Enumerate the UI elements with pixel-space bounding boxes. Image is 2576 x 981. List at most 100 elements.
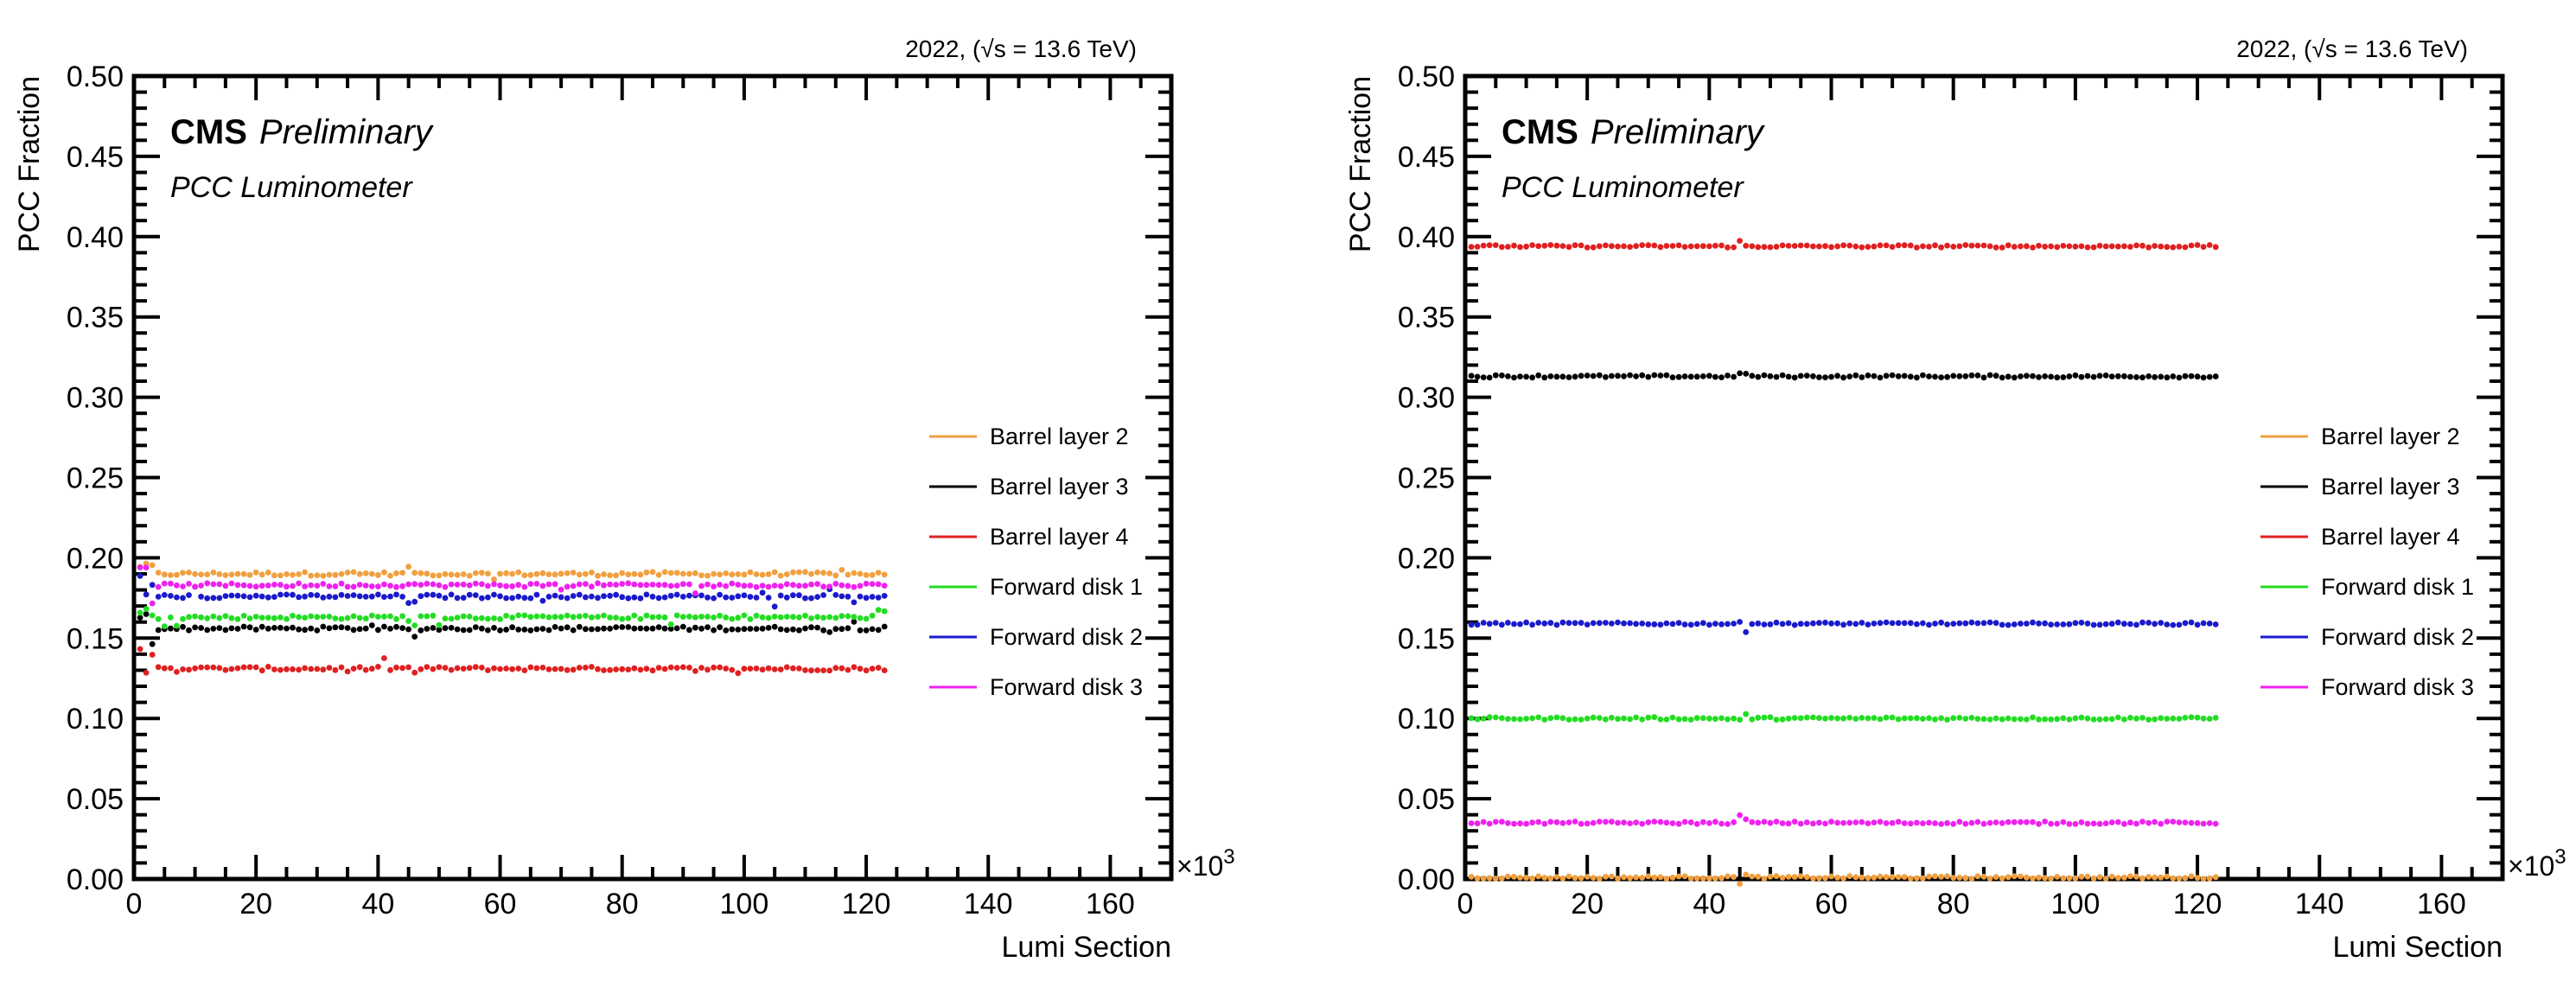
data-point <box>485 615 491 622</box>
data-point <box>881 623 888 630</box>
data-point <box>1920 875 1926 882</box>
data-point <box>234 592 241 599</box>
data-point <box>832 572 839 579</box>
data-point <box>320 595 327 601</box>
data-point <box>832 581 839 587</box>
data-point <box>649 582 656 588</box>
data-point <box>2072 875 2079 882</box>
data-point <box>857 583 864 589</box>
data-point <box>759 625 766 632</box>
data-point <box>448 666 455 673</box>
data-point <box>228 615 235 621</box>
data-point <box>1693 875 1700 882</box>
data-point <box>271 615 277 621</box>
data-point <box>1687 876 1694 882</box>
data-point <box>332 571 339 578</box>
data-point <box>2096 874 2103 881</box>
data-point <box>2096 373 2103 379</box>
data-point <box>1535 372 1542 379</box>
x-tick-label: 120 <box>842 888 891 920</box>
data-point <box>741 612 748 619</box>
data-point <box>771 666 778 672</box>
data-point <box>1986 876 1993 882</box>
data-point <box>1681 819 1688 825</box>
data-point <box>1693 715 1700 722</box>
data-point <box>222 613 229 620</box>
data-point <box>1651 819 1658 825</box>
data-point <box>1693 373 1700 380</box>
data-point <box>1761 621 1768 627</box>
data-point <box>863 571 870 578</box>
data-point <box>314 592 321 599</box>
data-point <box>1578 875 1584 882</box>
data-point <box>649 667 656 674</box>
data-point <box>1651 621 1658 627</box>
data-point <box>381 623 387 630</box>
data-point <box>1773 717 1780 723</box>
data-point <box>777 614 784 621</box>
data-point <box>2066 621 2073 627</box>
data-point <box>521 595 528 602</box>
data-point <box>393 591 399 598</box>
data-point <box>1889 714 1896 721</box>
data-point <box>1486 621 1493 627</box>
data-point <box>216 581 223 588</box>
data-point <box>1486 242 1493 249</box>
data-point <box>1840 819 1847 826</box>
data-point <box>228 571 235 578</box>
data-point <box>790 614 796 621</box>
data-point <box>679 614 686 620</box>
data-point <box>1785 874 1792 880</box>
data-point <box>1584 820 1591 827</box>
legend-item: Forward disk 2 <box>2260 624 2474 650</box>
data-point <box>1785 620 1792 627</box>
data-point <box>1511 820 1517 827</box>
data-point <box>558 570 564 577</box>
data-point <box>1974 819 1981 825</box>
data-point <box>820 583 826 590</box>
data-point <box>667 570 674 576</box>
data-point <box>625 666 632 672</box>
data-point <box>1663 372 1670 379</box>
data-point <box>589 593 595 600</box>
data-point <box>723 627 730 634</box>
data-point <box>2030 875 2036 882</box>
x-tick-label: 80 <box>606 888 639 920</box>
data-point <box>503 583 509 589</box>
data-point <box>1639 372 1646 379</box>
data-point <box>1938 715 1945 722</box>
data-point <box>198 664 205 671</box>
data-point <box>1901 620 1908 627</box>
data-point <box>814 614 820 621</box>
data-point <box>2042 875 2049 882</box>
data-point <box>192 570 199 577</box>
data-point <box>1920 372 1926 379</box>
data-point <box>1565 620 1572 627</box>
data-point <box>790 626 796 633</box>
data-point <box>362 625 369 632</box>
data-point <box>741 666 748 672</box>
data-point <box>2090 621 2097 628</box>
data-point <box>186 666 192 673</box>
data-point <box>2030 819 2036 825</box>
data-point <box>1639 875 1646 881</box>
data-point <box>192 583 199 590</box>
data-point <box>320 666 327 673</box>
data-point <box>326 593 333 600</box>
data-point <box>2072 620 2079 627</box>
data-point <box>2146 620 2152 626</box>
data-point <box>613 624 619 630</box>
data-point <box>143 606 150 612</box>
data-point <box>399 570 405 576</box>
data-point <box>545 627 552 634</box>
data-point <box>2102 621 2109 627</box>
data-point <box>2108 373 2115 379</box>
data-point <box>576 613 583 620</box>
data-point <box>448 581 455 588</box>
data-point <box>418 627 424 634</box>
data-point <box>777 666 784 672</box>
data-point <box>1889 620 1896 627</box>
data-point <box>2096 716 2103 723</box>
data-point <box>625 571 632 577</box>
data-point <box>1681 873 1688 880</box>
